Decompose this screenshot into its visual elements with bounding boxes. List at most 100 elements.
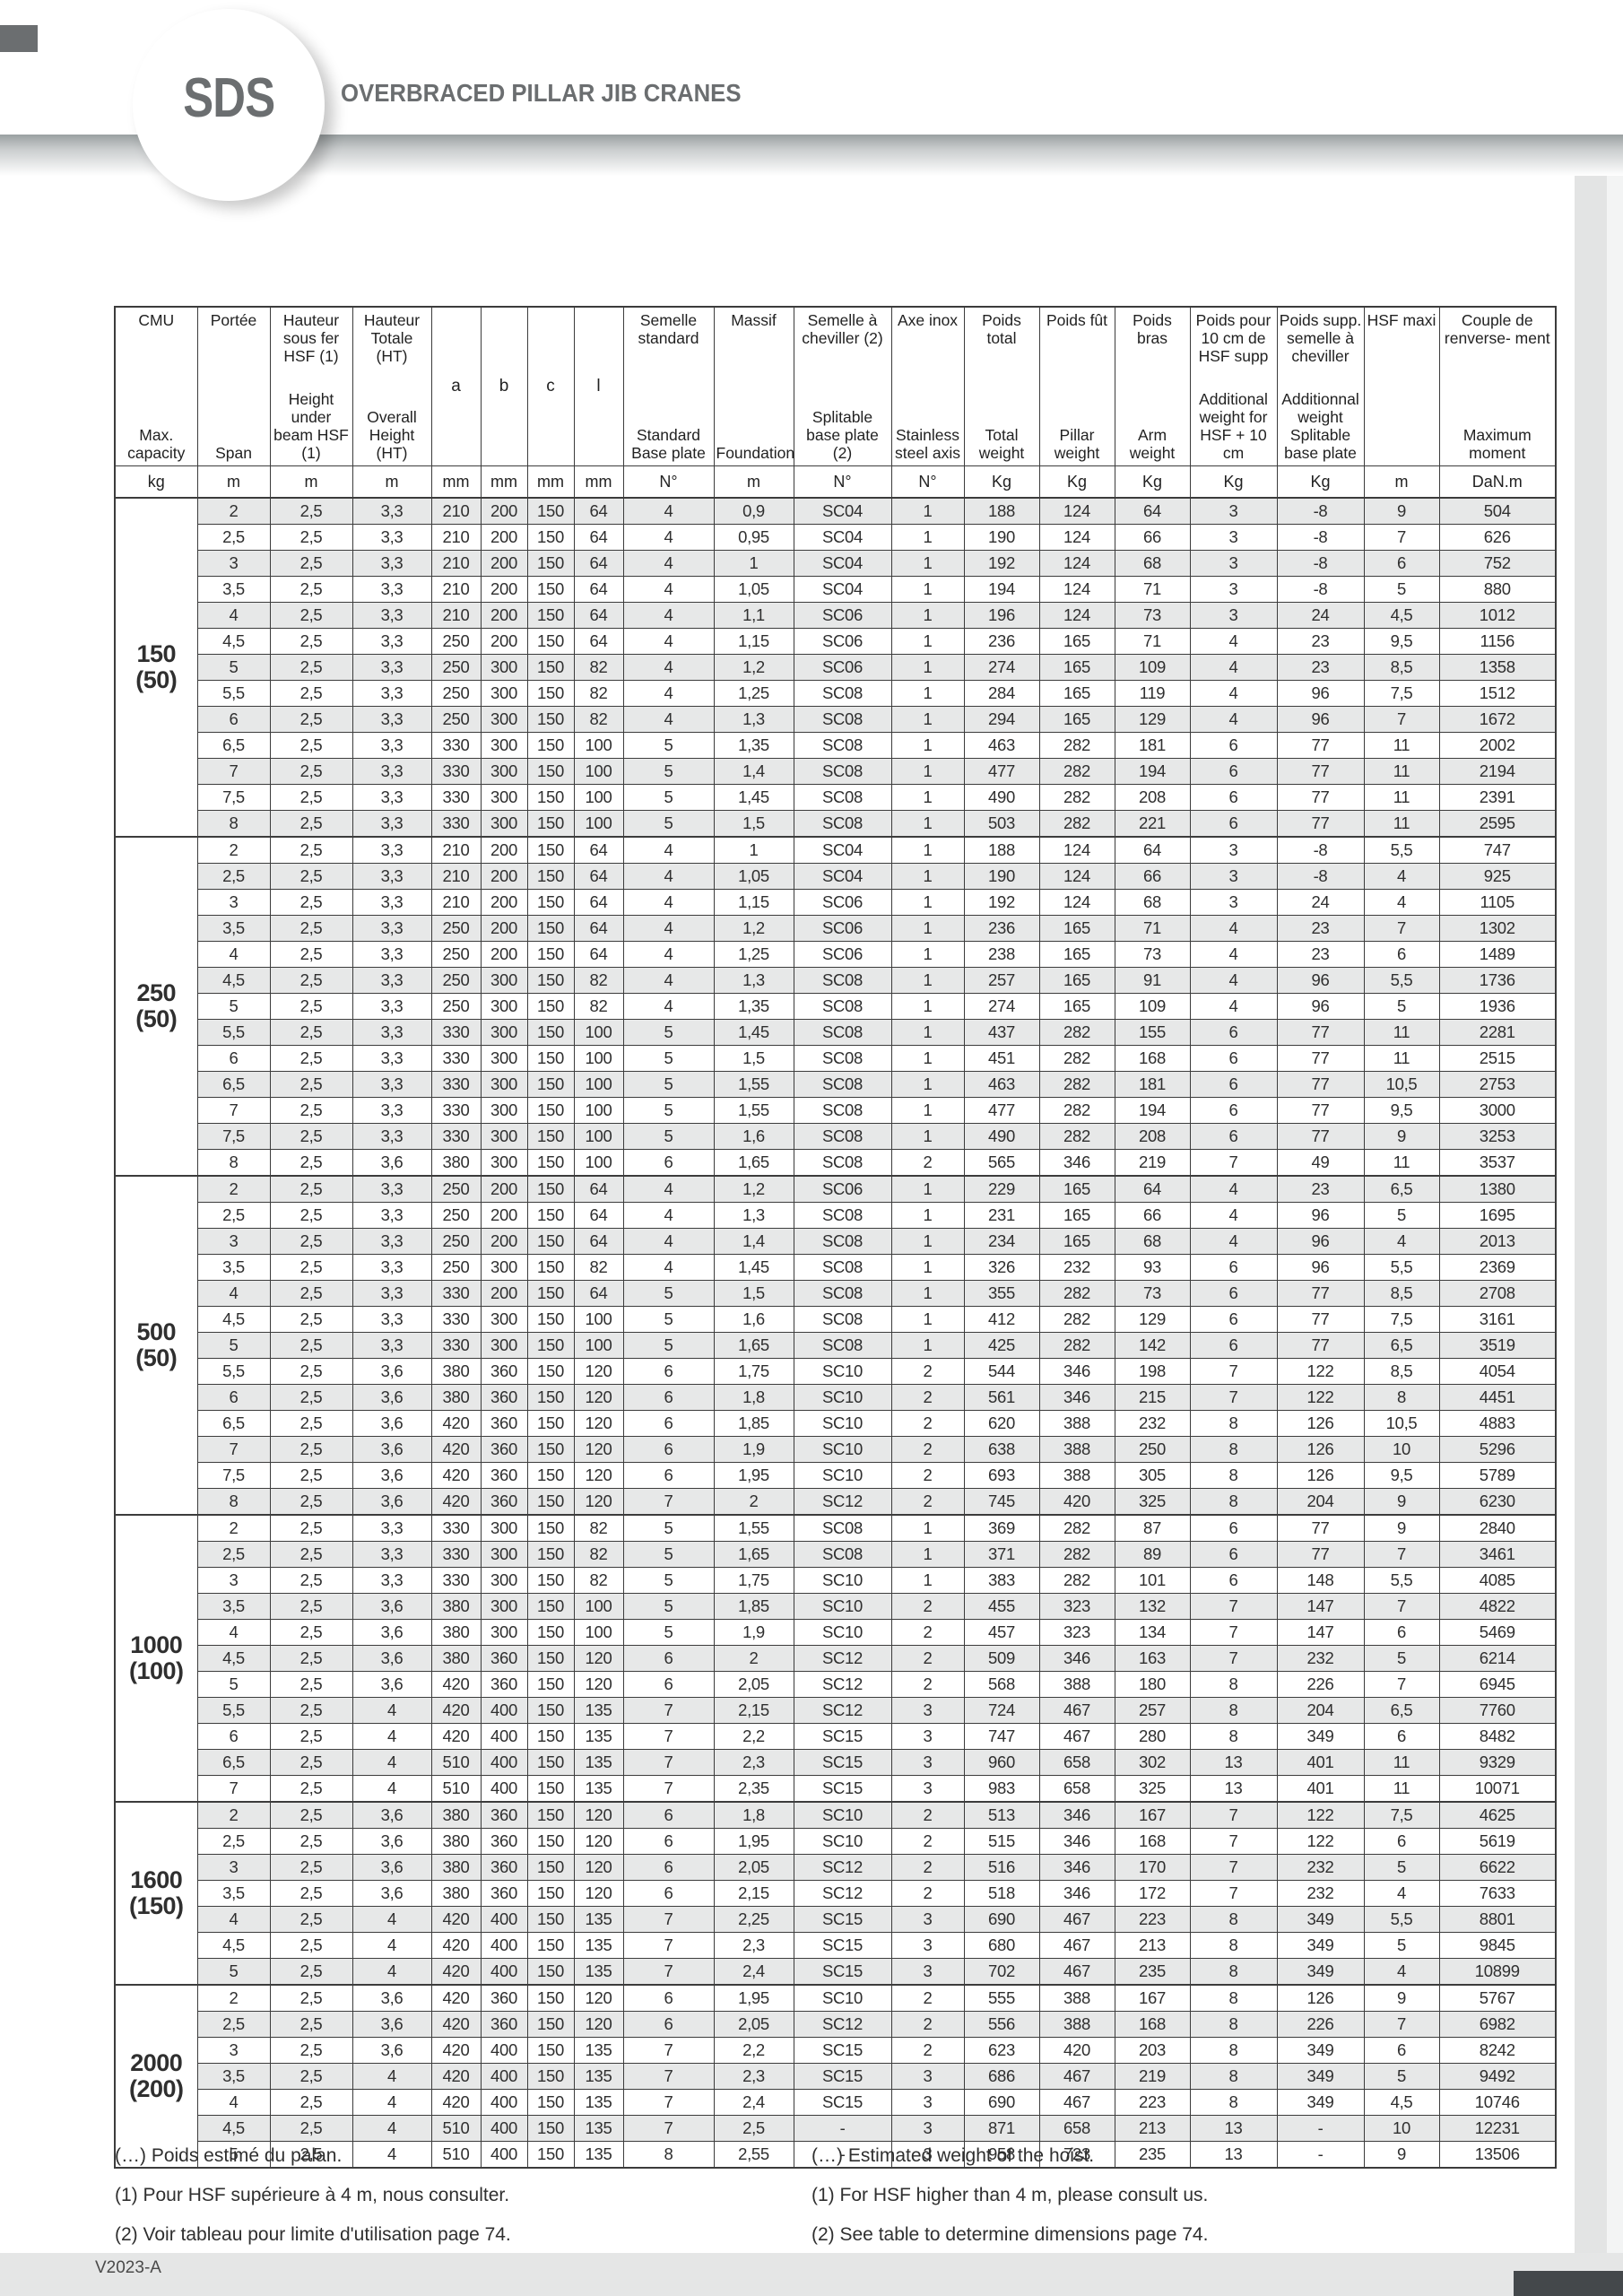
data-cell: 349 [1276, 2089, 1365, 2116]
data-cell: 7 [1189, 1880, 1278, 1907]
data-cell: SC12 [793, 1854, 892, 1881]
data-cell: 2,4 [713, 1958, 794, 1986]
data-cell: 360 [480, 1984, 528, 2012]
data-cell: 126 [1276, 1984, 1365, 2012]
data-cell: 3,3 [352, 810, 432, 838]
data-cell: 7 [1189, 1593, 1278, 1620]
data-cell: 100 [573, 758, 624, 785]
data-cell: 880 [1438, 576, 1557, 603]
table-row: 3 2,5 3,6 380 360 150 120 6 2,05 SC12 2 516 346 170 7 2… [115, 1854, 1557, 1881]
data-cell: 1,6 [713, 1123, 794, 1150]
data-cell: 4 [622, 967, 715, 994]
data-cell: 150 [526, 1045, 575, 1072]
data-cell: 2,5 [269, 810, 353, 838]
data-cell: 420 [1038, 2037, 1115, 2064]
data-cell: 1156 [1438, 628, 1557, 655]
data-cell: 5 [1363, 993, 1440, 1020]
data-cell: 64 [573, 576, 624, 603]
data-cell: 388 [1038, 1462, 1115, 1489]
column-header: Poids supp. semelle à cheviller Additionn… [1276, 306, 1365, 466]
data-cell: 300 [480, 784, 528, 811]
page-title: OVERBRACED PILLAR JIB CRANES [341, 79, 742, 107]
data-cell: 400 [480, 1932, 528, 1959]
data-cell: -8 [1276, 524, 1365, 551]
data-cell: 96 [1276, 993, 1365, 1020]
data-cell: 1,55 [713, 1097, 794, 1124]
data-cell: 64 [1114, 497, 1191, 525]
data-cell: 3,6 [352, 1149, 432, 1177]
data-cell: 3 [1189, 550, 1278, 577]
data-cell: 210 [430, 497, 482, 525]
data-cell: 3,6 [352, 1645, 432, 1672]
data-cell: 100 [573, 1097, 624, 1124]
data-cell: SC10 [793, 1567, 892, 1594]
data-cell: SC15 [793, 1906, 892, 1933]
data-cell: 150 [526, 1567, 575, 1594]
logo-circle: SDS [133, 9, 325, 201]
data-cell: 200 [480, 576, 528, 603]
column-label-en: Span [215, 444, 252, 462]
data-cell: 2,5 [269, 1932, 353, 1959]
data-cell: 100 [573, 784, 624, 811]
data-cell: 1 [890, 1202, 965, 1229]
page-edge-strip [1575, 176, 1607, 2253]
data-cell: 150 [526, 602, 575, 629]
data-cell: 2,5 [269, 1410, 353, 1437]
data-cell: 360 [480, 1410, 528, 1437]
footnote: (…) Poids estimé du palan. [115, 2145, 343, 2166]
data-cell: 7 [1363, 2011, 1440, 2038]
column-header: Portée Span [196, 306, 271, 466]
data-cell: 457 [963, 1619, 1040, 1646]
data-cell: 388 [1038, 1671, 1115, 1698]
table-row: 2,5 2,5 3,3 250 200 150 64 4 1,3 SC08 1 231 165 66 4 96… [115, 1202, 1557, 1229]
data-cell: 6 [1189, 1514, 1278, 1542]
data-cell: 11 [1363, 810, 1440, 838]
jib-crane-spec-table: CMU Max. capacity Portée Span Hauteur sous f… [114, 306, 1557, 2169]
data-cell: 5 [622, 1619, 715, 1646]
data-cell: -8 [1276, 576, 1365, 603]
data-cell: SC12 [793, 2011, 892, 2038]
data-cell: 2,3 [713, 1932, 794, 1959]
data-cell: 5 [622, 1593, 715, 1620]
data-cell: 2,5 [269, 863, 353, 890]
data-cell: 349 [1276, 1958, 1365, 1986]
data-cell: 77 [1276, 1332, 1365, 1359]
data-cell: 3,3 [352, 1175, 432, 1203]
data-cell: 360 [480, 1880, 528, 1907]
data-cell: 8 [622, 2141, 715, 2169]
data-cell: 2,5 [269, 915, 353, 942]
data-cell: 7,5 [1363, 1801, 1440, 1829]
data-cell: 568 [963, 1671, 1040, 1698]
data-cell: 170 [1114, 1854, 1191, 1881]
data-cell: 1 [890, 497, 965, 525]
data-cell: 100 [573, 1071, 624, 1098]
data-cell: 150 [526, 1593, 575, 1620]
data-cell: 204 [1276, 1488, 1365, 1516]
table-row: 500 (50) 2 2,5 3,3 250 200 150 64 4 1,2 SC06 1 229 165… [114, 1175, 1557, 1516]
data-cell: 10899 [1438, 1958, 1557, 1986]
data-cell: 300 [480, 1097, 528, 1124]
column-label-en: Arm weight [1129, 426, 1176, 462]
footnote: (1) Pour HSF supérieure à 4 m, nous cons… [115, 2185, 510, 2205]
data-cell: 3,3 [352, 628, 432, 655]
data-cell: 150 [526, 497, 575, 525]
capacity-group-label: 500 (50) [114, 1175, 198, 1516]
data-cell: 5 [196, 1332, 271, 1359]
data-cell: 300 [480, 1306, 528, 1333]
table-row: 7 2,5 4 510 400 150 135 7 2,35 SC15 3 983 658 325 13 40… [115, 1775, 1557, 1803]
data-cell: 150 [526, 1462, 575, 1489]
data-cell: 64 [1114, 1175, 1191, 1203]
data-cell: 8,5 [1363, 654, 1440, 681]
data-cell: 6 [1363, 550, 1440, 577]
data-cell: SC15 [793, 1749, 892, 1776]
data-cell: 380 [430, 1828, 482, 1855]
data-cell: SC08 [793, 784, 892, 811]
data-cell: 463 [963, 1071, 1040, 1098]
data-cell: 1 [713, 550, 794, 577]
table-row: 4,5 2,5 4 420 400 150 135 7 2,3 SC15 3 680 467 213 8 34… [115, 1932, 1557, 1959]
column-label-fr: Poids supp. semelle à cheviller [1279, 311, 1362, 365]
data-cell: 3,6 [352, 2011, 432, 2038]
data-cell: 236 [963, 628, 1040, 655]
data-cell: 745 [963, 1488, 1040, 1516]
data-cell: 425 [963, 1332, 1040, 1359]
